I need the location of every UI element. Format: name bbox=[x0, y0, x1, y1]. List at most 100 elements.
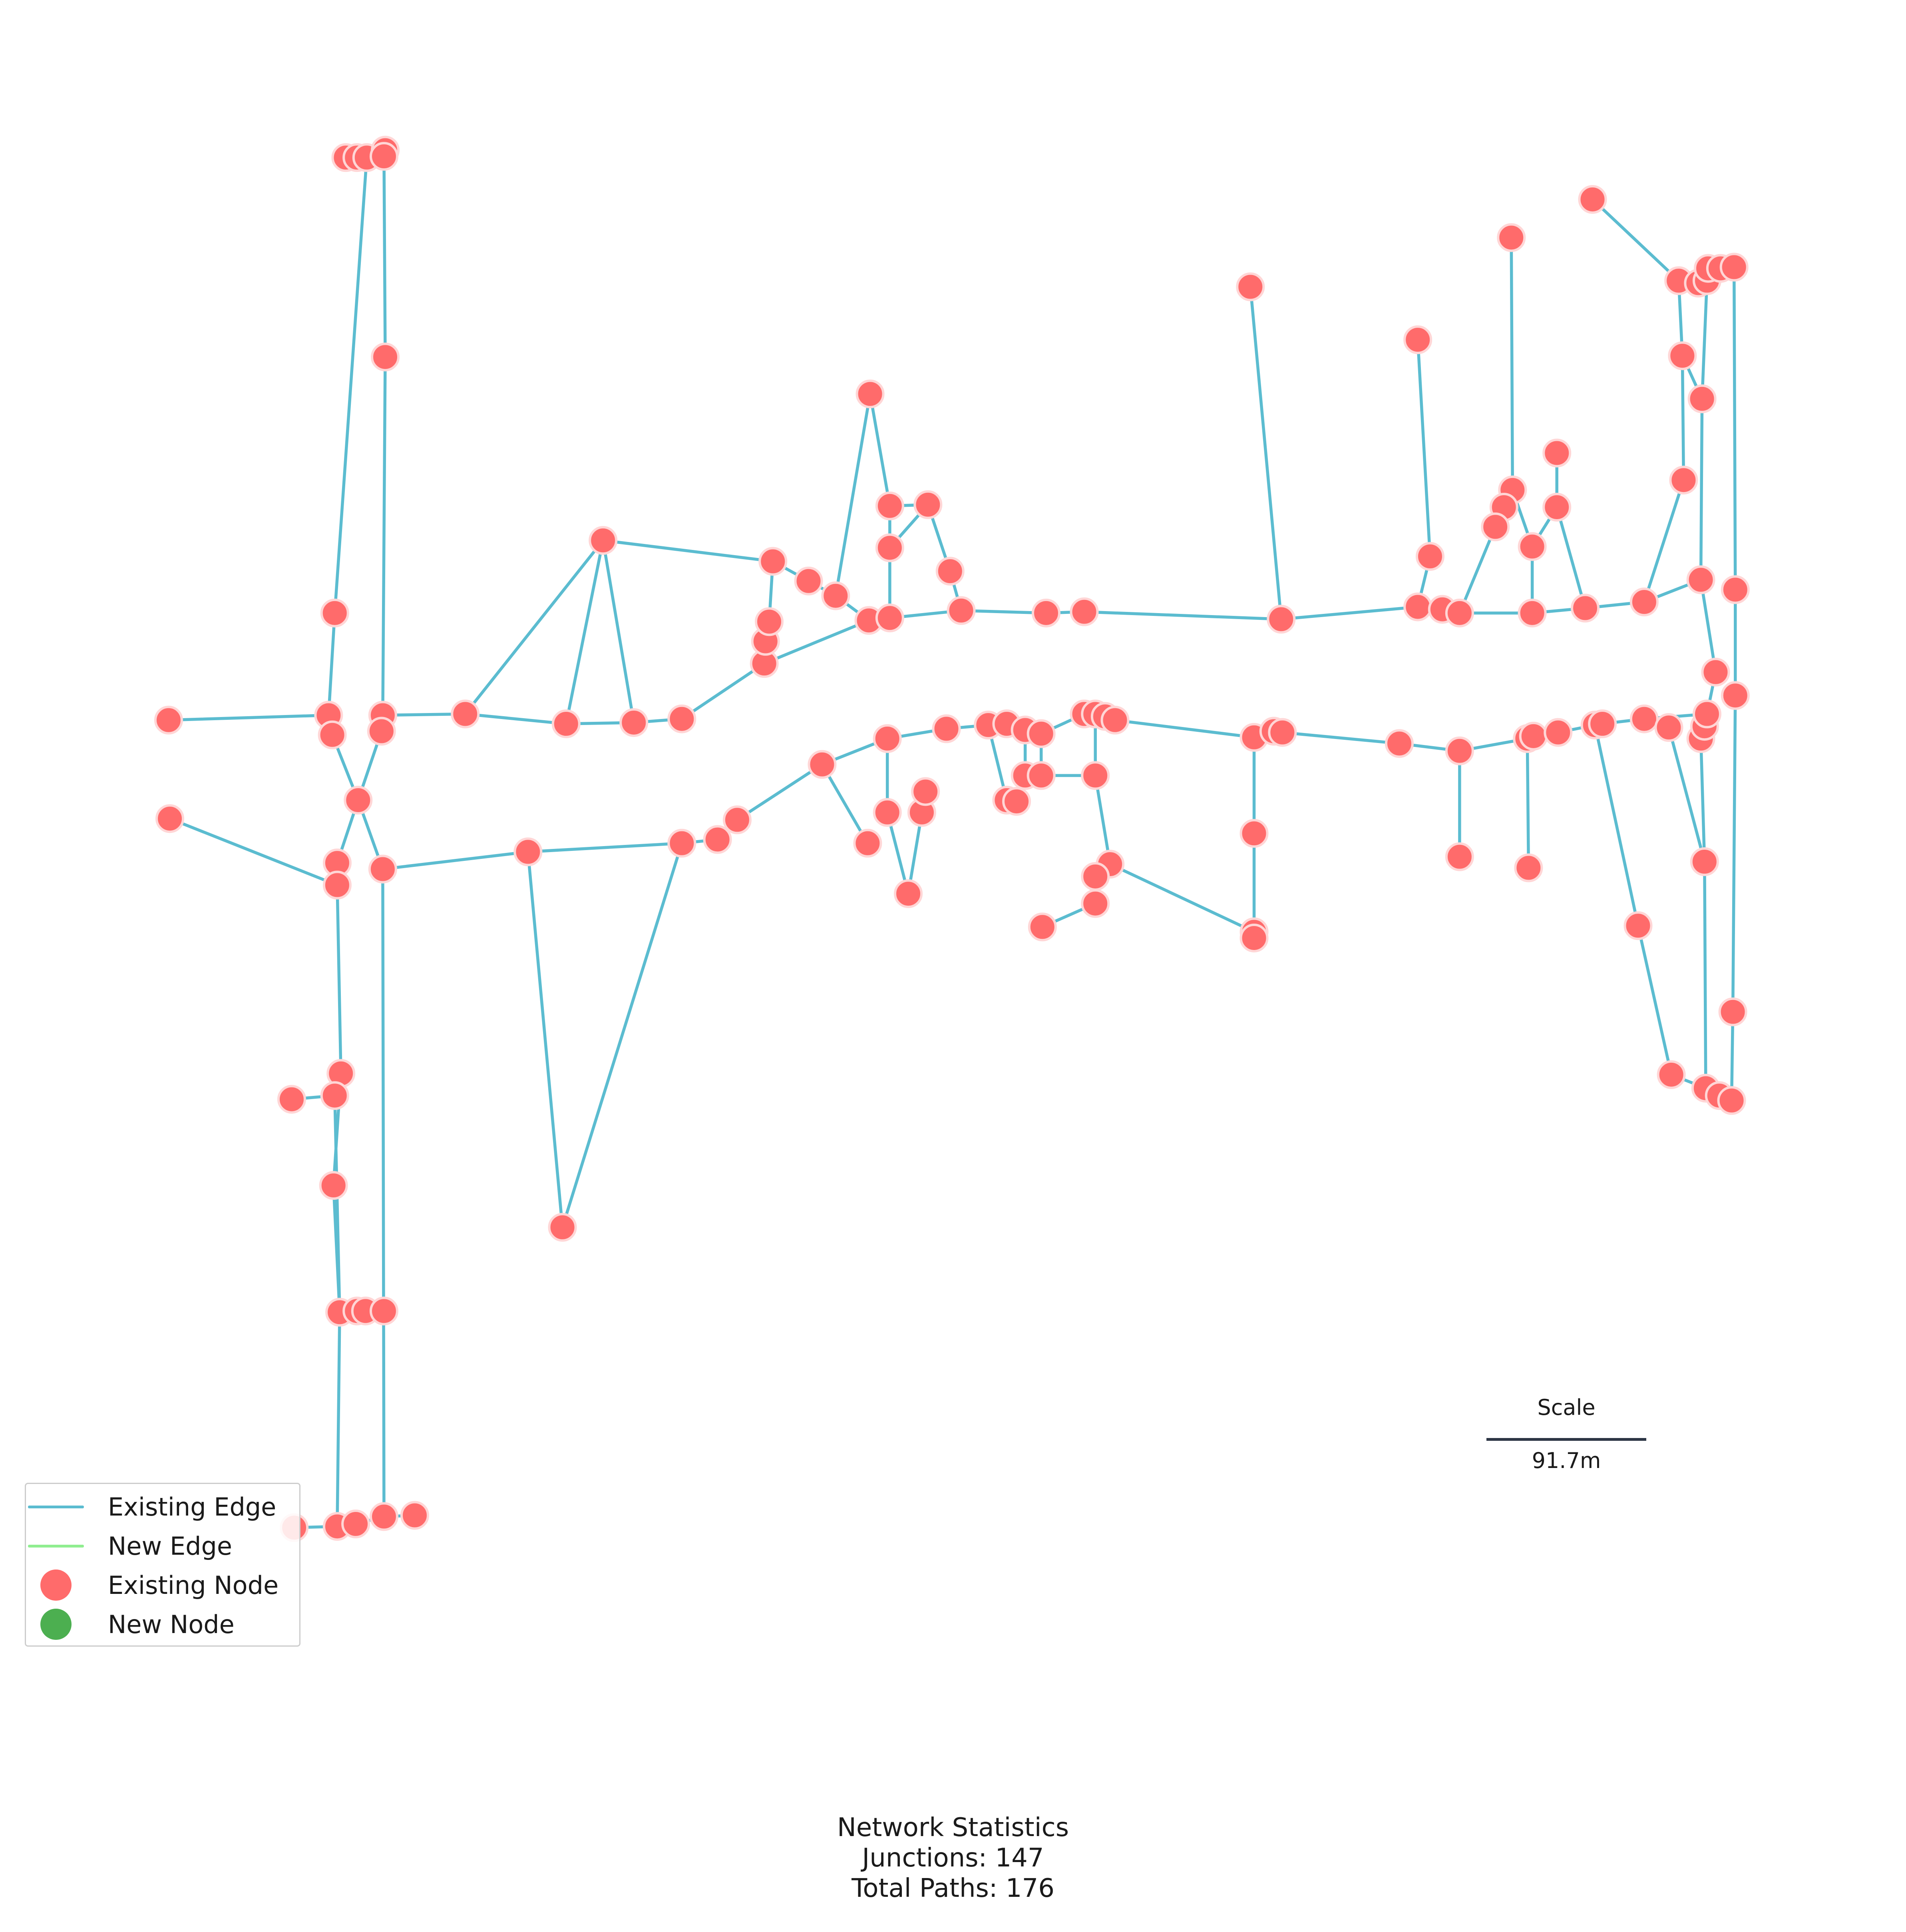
existing-edge bbox=[1731, 694, 1737, 1014]
existing-node bbox=[548, 1213, 577, 1242]
existing-node bbox=[1717, 1086, 1746, 1115]
existing-node bbox=[1239, 923, 1269, 952]
existing-edge bbox=[1591, 198, 1680, 282]
existing-edge bbox=[1699, 578, 1717, 674]
existing-node bbox=[667, 829, 696, 858]
existing-node bbox=[400, 1501, 429, 1530]
existing-node bbox=[368, 854, 397, 884]
existing-node bbox=[371, 343, 400, 372]
existing-edge bbox=[1416, 338, 1432, 558]
existing-node bbox=[1239, 819, 1269, 848]
existing-node bbox=[1514, 853, 1543, 882]
existing-node bbox=[1657, 1060, 1686, 1089]
existing-edge bbox=[1636, 924, 1673, 1076]
legend-item-new-node: New Node bbox=[26, 1605, 299, 1644]
scale-value: 91.7m bbox=[1532, 1448, 1601, 1473]
existing-node-swatch bbox=[40, 1570, 72, 1601]
existing-node bbox=[320, 1081, 349, 1110]
existing-node bbox=[341, 1510, 370, 1539]
existing-edge bbox=[1510, 236, 1514, 492]
existing-node bbox=[1578, 185, 1607, 214]
existing-edge bbox=[762, 619, 871, 665]
existing-node bbox=[1721, 575, 1750, 604]
existing-edge bbox=[1279, 605, 1419, 621]
existing-edge bbox=[381, 355, 387, 717]
existing-node bbox=[1588, 709, 1617, 739]
existing-edge bbox=[1458, 525, 1497, 615]
existing-node bbox=[1070, 597, 1099, 626]
existing-node bbox=[1544, 718, 1573, 747]
existing-node bbox=[1623, 911, 1653, 940]
stats-paths: Total Paths: 176 bbox=[852, 1874, 1054, 1903]
existing-node bbox=[875, 491, 904, 520]
existing-node bbox=[1385, 729, 1414, 758]
existing-edge bbox=[601, 539, 635, 724]
legend-item-existing-edge: Existing Edge bbox=[26, 1487, 299, 1526]
existing-node bbox=[1721, 681, 1750, 710]
existing-edge bbox=[167, 713, 330, 722]
existing-edge bbox=[1667, 726, 1706, 863]
existing-edge bbox=[1094, 774, 1112, 866]
stats-junctions: Junctions: 147 bbox=[862, 1843, 1044, 1873]
existing-edge bbox=[1699, 737, 1706, 863]
existing-node bbox=[894, 879, 923, 908]
existing-node bbox=[1690, 847, 1719, 876]
existing-node bbox=[1267, 605, 1296, 634]
existing-node bbox=[667, 704, 696, 733]
existing-node bbox=[1719, 253, 1749, 282]
existing-edge bbox=[1699, 397, 1704, 582]
existing-node bbox=[322, 870, 352, 900]
existing-edge bbox=[1281, 731, 1401, 745]
existing-edge bbox=[1555, 506, 1587, 610]
existing-edge bbox=[336, 883, 342, 1075]
existing-node bbox=[911, 777, 940, 806]
existing-edge bbox=[332, 1184, 341, 1314]
existing-edge bbox=[1108, 862, 1256, 934]
existing-node bbox=[619, 708, 649, 737]
existing-node bbox=[1518, 532, 1547, 561]
scale-title: Scale bbox=[1537, 1395, 1596, 1420]
existing-node bbox=[451, 699, 480, 729]
legend-label-existing-node: Existing Node bbox=[108, 1570, 279, 1600]
existing-edge bbox=[1700, 279, 1709, 400]
existing-edge bbox=[333, 156, 368, 615]
existing-node bbox=[1668, 341, 1697, 370]
legend-label-new-node: New Node bbox=[108, 1609, 235, 1639]
existing-node bbox=[154, 705, 183, 735]
existing-node bbox=[1669, 466, 1698, 495]
existing-node bbox=[1497, 223, 1526, 252]
existing-node bbox=[722, 805, 752, 835]
existing-node bbox=[794, 566, 823, 596]
existing-node bbox=[913, 490, 943, 519]
existing-edge bbox=[464, 539, 605, 716]
existing-node bbox=[1403, 592, 1432, 621]
existing-edge bbox=[1593, 723, 1640, 927]
scale-indicator: Scale 91.7m bbox=[1486, 1395, 1646, 1473]
edge-layer bbox=[167, 155, 1737, 1530]
existing-node bbox=[875, 533, 904, 562]
existing-node bbox=[1081, 862, 1110, 891]
existing-node bbox=[1481, 512, 1510, 542]
existing-node bbox=[1081, 761, 1110, 790]
existing-node bbox=[319, 1171, 348, 1200]
existing-node bbox=[821, 581, 850, 610]
existing-edge bbox=[1732, 265, 1737, 592]
existing-node bbox=[1236, 272, 1265, 301]
existing-node bbox=[1032, 598, 1060, 627]
existing-node bbox=[155, 804, 185, 833]
existing-edge bbox=[1249, 285, 1283, 621]
existing-node bbox=[808, 750, 837, 779]
existing-edge bbox=[601, 539, 774, 563]
existing-node bbox=[320, 598, 349, 627]
existing-edge bbox=[1526, 737, 1530, 870]
legend-label-new-edge: New Edge bbox=[108, 1531, 232, 1561]
existing-edge bbox=[1681, 354, 1685, 482]
existing-node bbox=[1542, 438, 1572, 468]
legend-item-existing-node: Existing Node bbox=[26, 1566, 299, 1605]
new-node-swatch bbox=[40, 1609, 72, 1640]
existing-node bbox=[755, 607, 784, 636]
existing-node bbox=[1415, 542, 1444, 571]
existing-edge bbox=[868, 392, 891, 508]
existing-edge bbox=[561, 842, 684, 1229]
